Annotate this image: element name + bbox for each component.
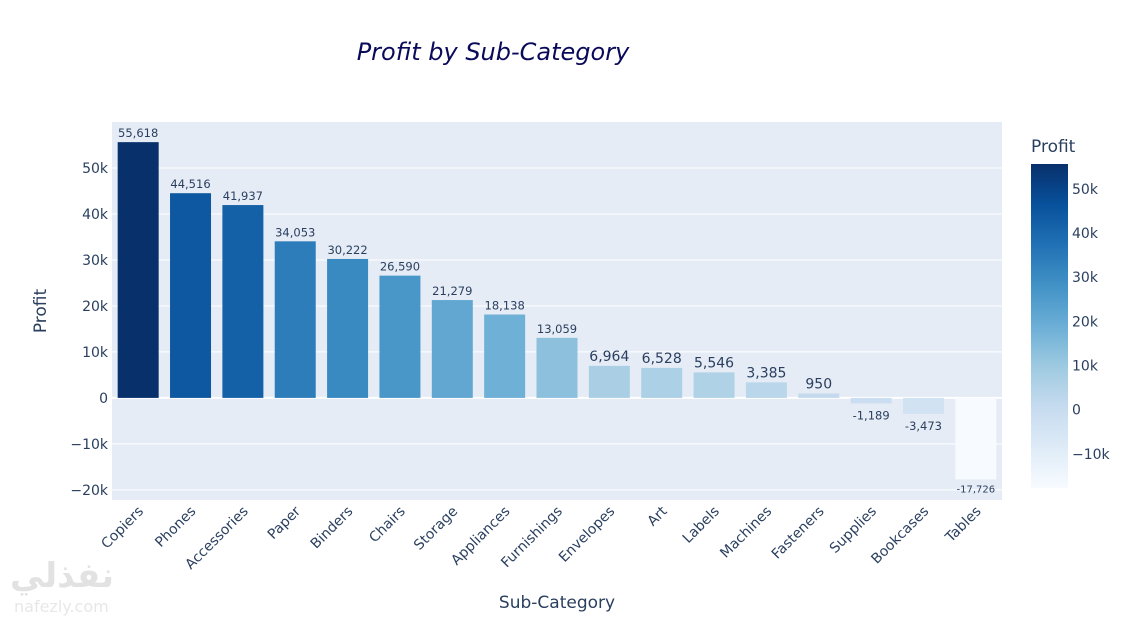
data-label: 26,590 [380,260,420,274]
x-tick-label: Storage [411,504,461,554]
colorbar-tick-label: 40k [1072,226,1099,242]
x-tick-label: Paper [265,503,305,543]
y-tick-label: 50k [82,161,109,177]
data-label: 5,546 [694,355,734,371]
y-tick-label: 10k [82,345,109,361]
chart-title: Profit by Sub-Category [357,38,630,66]
bar-supplies [850,397,892,404]
x-tick-label: Copiers [98,504,147,553]
data-label: 21,279 [432,284,472,298]
bar-chairs [379,275,421,398]
bar-fasteners [798,393,840,398]
bar-copiers [117,142,159,398]
data-label: 6,528 [642,351,682,367]
y-tick-label: 40k [82,207,109,223]
x-axis-label: Sub-Category [499,593,615,613]
data-label: 34,053 [275,225,315,239]
x-tick-label: Labels [680,504,723,547]
bar-appliances [484,314,526,398]
bar-phones [170,193,212,398]
colorbar-tick-label: −10k [1072,447,1111,463]
colorbar-tick-label: 0 [1072,403,1081,419]
bar-binders [327,258,369,398]
data-label: 13,059 [537,322,577,336]
data-label: 3,385 [746,365,786,381]
x-tick-label: Fasteners [769,504,828,563]
data-label: 30,222 [327,243,367,257]
x-tick-label: Supplies [827,504,880,557]
x-tick-label: Art [644,503,670,529]
x-tick-label: Machines [717,504,775,562]
bar-paper [274,241,316,398]
bar-envelopes [588,365,630,398]
y-axis-label: Profit [31,288,51,333]
data-label: 18,138 [485,299,525,313]
x-tick-label: Phones [152,504,199,551]
colorbar-tick-label: 20k [1072,314,1099,330]
data-label: 55,618 [118,126,158,140]
y-tick-label: 20k [82,299,109,315]
x-tick-label: Binders [308,504,357,553]
bar-labels [693,372,735,398]
bar-bookcases [902,397,944,414]
bar-tables [955,397,997,480]
colorbar-tick-label: 50k [1072,182,1099,198]
data-label: 950 [805,377,832,393]
data-label: -3,473 [905,419,942,433]
bar-furnishings [536,337,578,398]
bar-machines [745,382,787,398]
watermark-arabic: نفذلي [10,556,115,596]
data-label: -17,726 [957,484,996,495]
colorbar-tick-label: 30k [1072,270,1099,286]
colorbar-tick-label: 10k [1072,359,1099,375]
watermark-latin: nafezly.com [14,597,109,616]
bar-art [641,367,683,398]
data-label: -1,189 [853,408,890,422]
data-label: 6,964 [589,349,629,365]
bar-storage [431,300,473,398]
x-tick-label: Envelopes [556,504,618,566]
y-tick-label: −10k [70,437,109,453]
x-tick-label: Tables [942,504,985,547]
data-label: 44,516 [170,177,210,191]
y-tick-label: 30k [82,253,109,269]
y-tick-label: −20k [70,483,109,499]
bar-accessories [222,205,264,398]
colorbar [1031,164,1068,488]
data-label: 41,937 [223,189,263,203]
y-tick-label: 0 [99,391,108,407]
colorbar-title: Profit [1031,137,1076,157]
x-tick-label: Chairs [366,504,409,547]
